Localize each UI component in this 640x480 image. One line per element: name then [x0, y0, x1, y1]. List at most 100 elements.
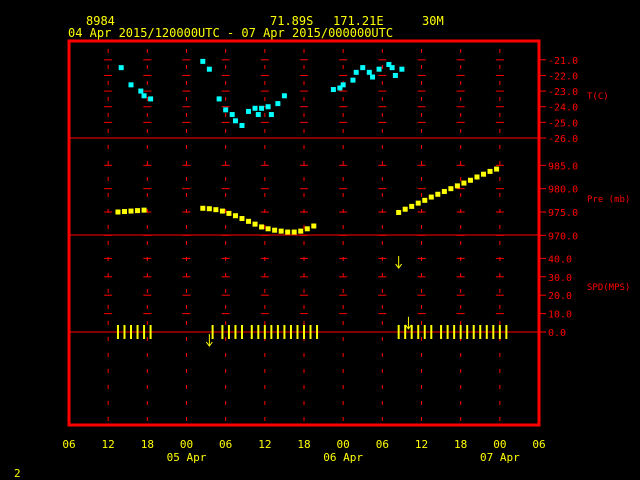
- temperature-point: [239, 122, 245, 128]
- pressure-point: [298, 228, 304, 234]
- pressure-point: [311, 223, 317, 229]
- pressure-point: [206, 206, 212, 212]
- pressure-point: [252, 221, 258, 227]
- temperature-point: [138, 88, 144, 94]
- pressure-point: [415, 200, 421, 206]
- pressure-point: [481, 171, 487, 177]
- temperature-point: [255, 112, 261, 118]
- x-tick-label: 18: [454, 438, 467, 451]
- pressure-point: [226, 210, 232, 216]
- pressure-point: [285, 229, 291, 235]
- wind_speed-y-tick-label: 10.0: [548, 310, 572, 321]
- pressure-point: [304, 226, 310, 232]
- pressure-point: [135, 208, 141, 214]
- temperature-point: [246, 108, 252, 114]
- pressure-y-tick-label: 985.0: [548, 161, 578, 172]
- pressure-point: [487, 168, 493, 174]
- data-layer: [115, 58, 508, 347]
- x-tick-label: 00: [493, 438, 506, 451]
- station-longitude: 171.21E: [333, 14, 384, 28]
- pressure-point: [441, 188, 447, 194]
- temperature-point: [353, 69, 359, 75]
- temperature-point: [370, 74, 376, 80]
- pressure-point: [461, 180, 467, 186]
- pressure-point: [435, 191, 441, 197]
- station-height: 30M: [422, 14, 444, 28]
- x-tick-label: 12: [258, 438, 271, 451]
- temperature-point: [392, 72, 398, 78]
- pressure-point: [291, 229, 297, 235]
- pressure-point: [265, 226, 271, 232]
- x-tick-label: 18: [141, 438, 154, 451]
- temperature-y-tick-label: -22.0: [548, 71, 578, 82]
- pressure-point: [200, 205, 206, 211]
- temperature-point: [268, 112, 274, 118]
- pressure-point: [121, 209, 127, 215]
- temperature-point: [118, 65, 124, 71]
- wind_speed-y-tick-label: 40.0: [548, 254, 572, 265]
- pressure-point: [128, 208, 134, 214]
- temperature-point: [200, 58, 206, 64]
- pressure-point: [272, 227, 278, 233]
- wind_speed-y-tick-label: 0.0: [548, 328, 566, 339]
- temperature-point: [386, 62, 392, 68]
- pressure-point: [115, 209, 121, 215]
- temperature-point: [232, 118, 238, 124]
- temperature-point: [389, 65, 395, 71]
- pressure-point: [467, 177, 473, 183]
- pressure-axis-label: Pre (mb): [587, 195, 630, 205]
- temperature-point: [360, 65, 366, 71]
- wind-arrow-head: [395, 263, 403, 269]
- x-tick-label: 00: [180, 438, 193, 451]
- wind_speed-y-tick-label: 20.0: [548, 291, 572, 302]
- x-tick-label: 18: [297, 438, 310, 451]
- wind_speed-axis-label: SPD(MPS): [587, 283, 630, 293]
- time-range-title: 04 Apr 2015/120000UTC - 07 Apr 2015/0000…: [68, 26, 393, 40]
- temperature-y-tick-label: -24.0: [548, 103, 578, 114]
- pressure-point: [213, 207, 219, 213]
- temperature-point: [350, 77, 356, 83]
- temperature-point: [148, 96, 154, 102]
- temperature-point: [141, 93, 147, 99]
- pressure-point: [246, 218, 252, 224]
- temperature-point: [216, 96, 222, 102]
- wind_speed-y-tick-label: 30.0: [548, 273, 572, 284]
- temperature-point: [275, 101, 281, 107]
- wind-arrow-head: [205, 341, 213, 347]
- pressure-point: [422, 197, 428, 203]
- temperature-point: [366, 69, 372, 75]
- pressure-point: [396, 209, 402, 215]
- wind-arrow-head: [405, 324, 412, 330]
- pressure-point: [278, 228, 284, 234]
- pressure-point: [219, 208, 225, 214]
- x-tick-label: 06: [219, 438, 232, 451]
- pressure-point: [259, 224, 265, 230]
- station-latitude: 71.89S: [270, 14, 313, 28]
- temperature-axis-label: T(C): [587, 92, 609, 102]
- temperature-y-tick-label: -23.0: [548, 87, 578, 98]
- temperature-y-tick-label: -26.0: [548, 134, 578, 145]
- x-date-label: 06 Apr: [323, 451, 363, 464]
- temperature-point: [376, 66, 382, 72]
- temperature-point: [337, 85, 343, 91]
- pressure-point: [448, 186, 454, 192]
- pressure-y-tick-label: 970.0: [548, 231, 578, 242]
- x-tick-label: 00: [337, 438, 350, 451]
- pressure-point: [232, 213, 238, 219]
- x-tick-label: 06: [62, 438, 75, 451]
- pressure-point: [141, 207, 147, 213]
- pressure-point: [474, 174, 480, 180]
- pressure-y-tick-label: 980.0: [548, 185, 578, 196]
- temperature-point: [252, 105, 258, 111]
- pressure-point: [402, 206, 408, 212]
- temperature-point: [399, 66, 405, 72]
- temperature-point: [281, 93, 287, 99]
- pressure-point: [494, 166, 500, 172]
- pressure-y-tick-label: 975.0: [548, 208, 578, 219]
- temperature-y-tick-label: -25.0: [548, 118, 578, 129]
- x-date-label: 05 Apr: [167, 451, 207, 464]
- temperature-point: [206, 66, 212, 72]
- temperature-point: [330, 87, 336, 93]
